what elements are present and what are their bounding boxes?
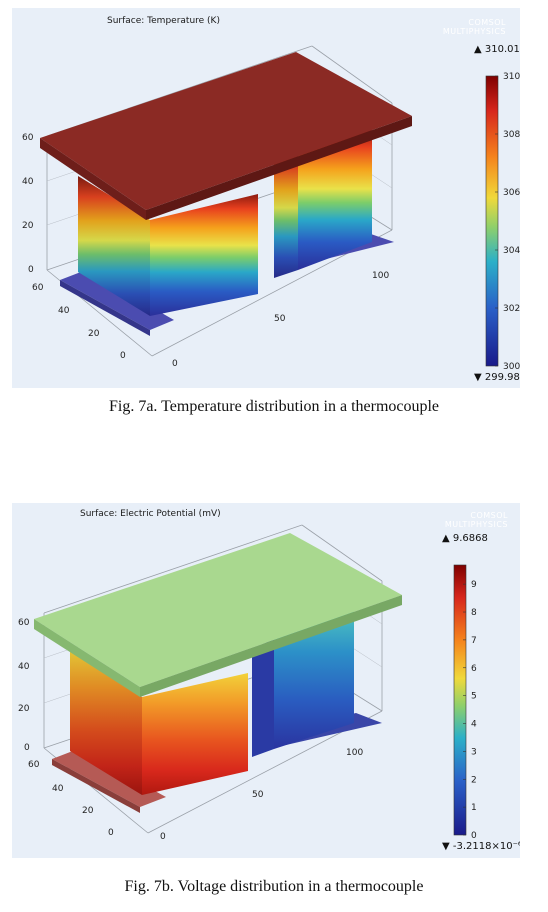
y-tick: 60: [32, 283, 44, 293]
y-tick: 0: [120, 351, 126, 361]
top-plate: [34, 533, 402, 687]
colorbar: [453, 564, 467, 836]
figure-caption: Fig. 7a. Temperature distribution in a t…: [108, 398, 440, 415]
colorbar-tick-label: 0: [471, 831, 477, 841]
thermocouple-leg-left: [142, 673, 248, 795]
colorbar-tick-label: 308: [503, 130, 520, 140]
thermocouple-leg-left-side: [70, 651, 142, 795]
x-tick: 100: [346, 748, 363, 758]
colorbar-tick-label: 3: [471, 747, 477, 757]
colorbar-tick-label: 302: [503, 304, 520, 314]
colorbar-tick-label: 4: [471, 720, 477, 730]
thermocouple-leg-left-side: [78, 176, 150, 316]
colorbar: [485, 75, 499, 367]
z-tick: 0: [24, 743, 30, 753]
colorbar-tick-label: 7: [471, 636, 477, 646]
z-tick: 60: [22, 133, 34, 143]
x-tick: 100: [372, 271, 389, 281]
thermocouple-leg-right-side: [274, 148, 298, 278]
y-tick: 20: [82, 806, 94, 816]
z-tick: 40: [22, 177, 34, 187]
colorbar-tick-label: 6: [471, 664, 477, 674]
thermocouple-leg-left: [150, 194, 258, 316]
axis-tick-labels: 60 40 20 0 60 40 20 0 0 50 100: [18, 618, 363, 842]
z-tick: 20: [22, 221, 34, 231]
colorbar-ticks: 310 308 306 304 302 300: [495, 72, 520, 372]
comsol-logo: COMSOL MULTIPHYSICS: [442, 18, 506, 36]
max-value-label: ▲ 310.01: [474, 44, 520, 55]
plot-title: Surface: Temperature (K): [107, 16, 220, 26]
colorbar-tick-label: 9: [471, 580, 477, 590]
voltage-plot-panel: Surface: Electric Potential (mV) COMSOL …: [12, 503, 520, 858]
y-tick: 0: [108, 828, 114, 838]
colorbar-ticks: 9 8 7 6 5 4 3 2 1 0: [463, 580, 477, 841]
x-tick: 0: [172, 359, 178, 369]
y-tick: 20: [88, 329, 100, 339]
thermocouple-leg-right: [274, 611, 354, 749]
colorbar-tick-label: 310: [503, 72, 520, 82]
figure-caption: Fig. 7b. Voltage distribution in a therm…: [124, 878, 424, 895]
temperature-3d-plot: 60 40 20 0 60 40 20 0 0 50 100 310 308 306…: [22, 45, 520, 372]
colorbar-tick-label: 306: [503, 188, 520, 198]
z-tick: 60: [18, 618, 30, 628]
x-tick: 0: [160, 832, 166, 842]
min-value-label: ▼ 299.98: [474, 372, 520, 383]
x-tick: 50: [274, 314, 286, 324]
colorbar-tick-label: 300: [503, 362, 520, 372]
colorbar-tick-label: 5: [471, 692, 477, 702]
axis-tick-labels: 60 40 20 0 60 40 20 0 0 50 100: [22, 133, 389, 369]
comsol-logo: COMSOL MULTIPHYSICS: [444, 511, 508, 529]
temperature-plot-panel: Surface: Temperature (K) COMSOL MULTIPHY…: [12, 8, 520, 388]
voltage-3d-plot: 60 40 20 0 60 40 20 0 0 50 100 9 8 7 6 5 4 3 2 1…: [18, 524, 477, 842]
base-plate-left: [60, 270, 174, 330]
colorbar-tick-label: 1: [471, 803, 477, 813]
y-tick: 60: [28, 760, 40, 770]
thermocouple-leg-right: [298, 130, 372, 270]
top-plate: [40, 52, 412, 210]
thermocouple-leg-right-side: [252, 639, 274, 757]
y-tick: 40: [52, 784, 64, 794]
z-tick: 0: [28, 265, 34, 275]
colorbar-tick-label: 2: [471, 775, 477, 785]
base-plate-left: [52, 749, 166, 807]
x-tick: 50: [252, 790, 264, 800]
plot-title: Surface: Electric Potential (mV): [80, 509, 221, 519]
max-value-label: ▲ 9.6868: [442, 533, 488, 544]
min-value-label: ▼ -3.2118×10⁻⁶: [442, 841, 520, 852]
y-tick: 40: [58, 306, 70, 316]
z-tick: 40: [18, 662, 30, 672]
colorbar-tick-label: 8: [471, 608, 477, 618]
z-tick: 20: [18, 704, 30, 714]
colorbar-tick-label: 304: [503, 246, 520, 256]
